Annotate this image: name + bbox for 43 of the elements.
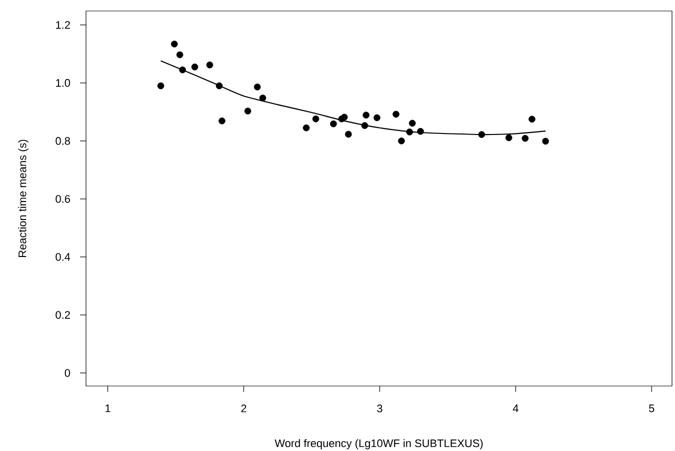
point <box>157 82 164 90</box>
point <box>179 66 186 74</box>
x-tick-label: 1 <box>106 404 110 412</box>
point <box>254 84 261 90</box>
point <box>522 134 529 142</box>
y-tick-label: 0.2 <box>56 311 70 319</box>
point <box>191 64 198 70</box>
y-axis-title: Reaction time means (s) <box>18 140 28 257</box>
x-tick-label: 5 <box>649 404 654 412</box>
point <box>374 114 380 122</box>
y-tick-label: 0 <box>64 369 70 377</box>
point <box>398 138 405 144</box>
point <box>216 82 223 90</box>
y-tick-label: 0.6 <box>56 195 70 203</box>
point <box>528 116 536 123</box>
y-tick-label: 0.8 <box>56 137 70 145</box>
x-tick-label: 2 <box>241 404 246 412</box>
point <box>170 40 178 48</box>
point <box>176 51 184 58</box>
point <box>312 115 320 122</box>
point <box>505 134 512 142</box>
point <box>392 110 400 118</box>
point <box>406 128 413 136</box>
point <box>361 122 368 129</box>
point <box>302 124 310 132</box>
point <box>330 120 337 128</box>
point <box>218 118 226 124</box>
x-axis-title: Word frequency (Lg10WF in SUBTLEXUS) <box>274 439 483 450</box>
point <box>408 120 416 127</box>
y-tick-label: 1.0 <box>56 79 70 87</box>
point <box>362 112 370 119</box>
point <box>345 130 352 138</box>
point <box>542 138 549 145</box>
x-tick-label: 3 <box>377 404 382 412</box>
point <box>478 131 486 138</box>
point <box>206 62 214 68</box>
point <box>259 94 266 102</box>
y-tick-label: 0.4 <box>56 253 70 261</box>
point <box>244 108 252 114</box>
y-tick-label: 1.2 <box>56 21 70 29</box>
point <box>340 114 348 121</box>
point <box>417 128 424 135</box>
x-tick-label: 4 <box>512 404 518 412</box>
